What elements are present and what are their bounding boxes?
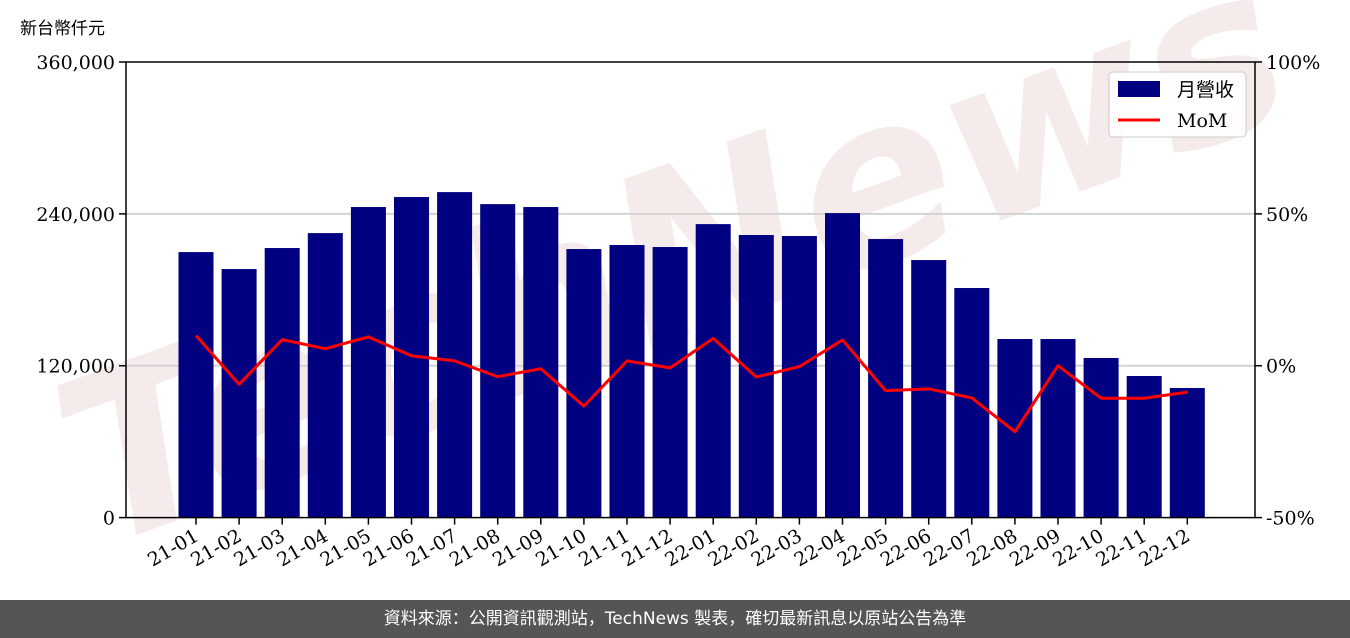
- right-tick-label: 50%: [1266, 204, 1308, 226]
- bar-22-04: [825, 213, 860, 518]
- legend-bar-swatch: [1118, 81, 1160, 97]
- bar-21-05: [350, 207, 386, 518]
- bar-21-07: [437, 192, 473, 518]
- y-axis-label: 新台幣仟元: [20, 19, 105, 39]
- chart: TechNews0120,000240,000360,000-50%0%50%1…: [26, 0, 1321, 600]
- footer-source: 資料來源：公開資訊觀測站，TechNews 製表，確切最新訊息以原站公告為準: [0, 600, 1350, 638]
- right-tick-label: 0%: [1266, 356, 1296, 378]
- left-tick-label: 0: [103, 508, 115, 530]
- legend: 月營收 MoM: [1108, 71, 1247, 138]
- bar-21-10: [566, 249, 602, 518]
- bar-21-01: [178, 252, 214, 518]
- bar-21-12: [652, 247, 688, 518]
- x-tick-label: 22-12: [1135, 525, 1193, 571]
- bar-22-07: [954, 288, 990, 518]
- bar-21-02: [221, 269, 257, 518]
- bar-21-08: [480, 204, 516, 518]
- right-tick-label: 100%: [1266, 52, 1320, 74]
- bar-22-09: [1040, 339, 1076, 518]
- bar-21-09: [523, 207, 559, 518]
- left-tick-label: 120,000: [36, 356, 115, 378]
- bar-21-04: [307, 233, 343, 518]
- bar-22-01: [695, 224, 731, 518]
- legend-label-mom: MoM: [1177, 110, 1227, 132]
- bar-21-11: [609, 244, 645, 518]
- right-tick-label: -50%: [1266, 508, 1315, 530]
- bar-22-08: [997, 339, 1033, 518]
- left-tick-label: 240,000: [36, 204, 115, 226]
- bar-22-03: [781, 236, 817, 518]
- mom-line: [194, 334, 1188, 434]
- legend-label-revenue: 月營收: [1177, 79, 1234, 101]
- left-tick-label: 360,000: [36, 52, 115, 74]
- bar-22-10: [1083, 358, 1119, 518]
- bar-21-03: [264, 248, 300, 518]
- plot-frame: [125, 61, 1256, 519]
- bar-22-12: [1169, 388, 1205, 518]
